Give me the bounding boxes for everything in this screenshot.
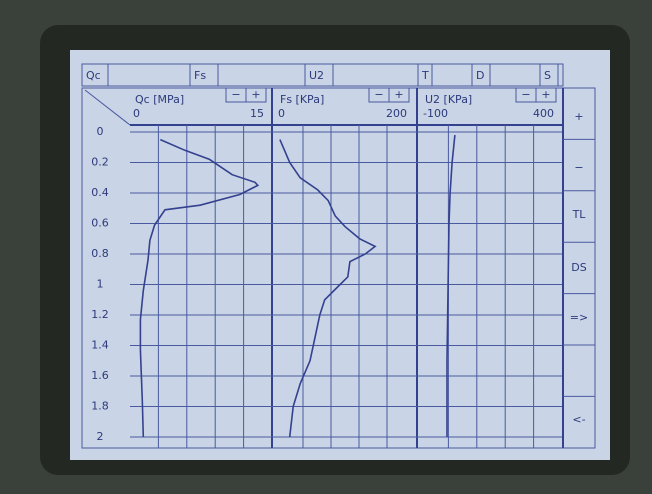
side-button-label: => bbox=[570, 311, 588, 324]
tab-label: Fs bbox=[194, 69, 206, 82]
range-button-label: + bbox=[394, 88, 403, 101]
panel-title: Qc [MPa] bbox=[135, 93, 184, 106]
range-button-label: − bbox=[521, 88, 530, 101]
screen-photo: QcFsU2TDS+−TLDS=><-00.20.40.60.811.21.41… bbox=[0, 0, 652, 494]
panel-title: U2 [KPa] bbox=[425, 93, 472, 106]
depth-tick-label: 0 bbox=[97, 125, 104, 138]
range-button-label: − bbox=[231, 88, 240, 101]
range-min: -100 bbox=[423, 107, 448, 120]
depth-tick-label: 1.2 bbox=[91, 308, 109, 321]
range-max: 400 bbox=[533, 107, 554, 120]
depth-tick-label: 0.2 bbox=[91, 156, 109, 169]
range-button-label: − bbox=[374, 88, 383, 101]
side-button-label: TL bbox=[572, 208, 587, 221]
depth-tick-label: 0.6 bbox=[91, 217, 109, 230]
range-button-label: + bbox=[541, 88, 550, 101]
range-min: 0 bbox=[133, 107, 140, 120]
depth-tick-label: 0.4 bbox=[91, 186, 109, 199]
range-min: 0 bbox=[278, 107, 285, 120]
tab-label: T bbox=[421, 69, 429, 82]
depth-tick-label: 1.6 bbox=[91, 369, 109, 382]
range-button-label: + bbox=[251, 88, 260, 101]
side-button-label: DS bbox=[571, 261, 586, 274]
range-max: 200 bbox=[386, 107, 407, 120]
tab-label: Qc bbox=[86, 69, 101, 82]
depth-tick-label: 1.4 bbox=[91, 339, 109, 352]
depth-tick-label: 2 bbox=[97, 430, 104, 443]
depth-tick-label: 1 bbox=[97, 278, 104, 291]
depth-tick-label: 1.8 bbox=[91, 400, 109, 413]
display bbox=[70, 50, 610, 460]
side-button-label: <- bbox=[572, 413, 585, 426]
tab-label: S bbox=[544, 69, 551, 82]
panel-title: Fs [KPa] bbox=[280, 93, 324, 106]
tab-label: D bbox=[476, 69, 484, 82]
tab-label: U2 bbox=[309, 69, 324, 82]
range-max: 15 bbox=[250, 107, 264, 120]
depth-tick-label: 0.8 bbox=[91, 247, 109, 260]
side-button-label: − bbox=[574, 161, 583, 174]
side-button-label: + bbox=[574, 110, 583, 123]
